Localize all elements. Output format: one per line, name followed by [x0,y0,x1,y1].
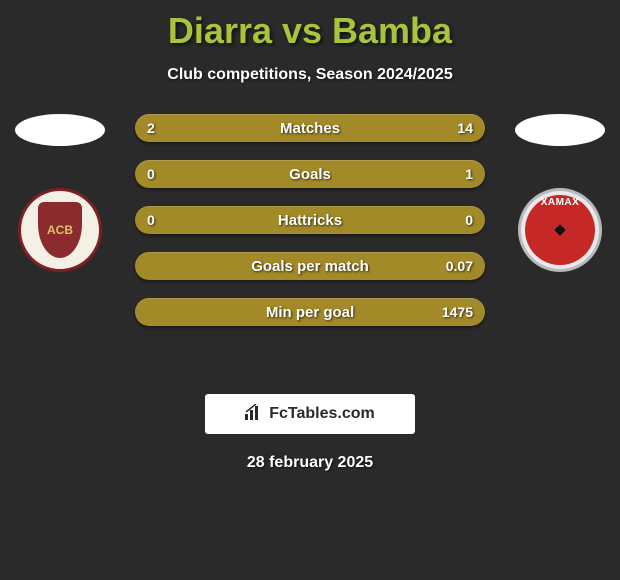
stat-right-value: 0 [465,212,473,228]
stat-label: Matches [280,120,340,137]
page-subtitle: Club competitions, Season 2024/2025 [0,66,620,84]
stat-row-hattricks: 0 Hattricks 0 [135,206,485,234]
stat-label: Min per goal [266,304,354,321]
stat-label: Hattricks [278,212,342,229]
club-badge-right-label: XAMAX [521,197,599,208]
brand-box[interactable]: FcTables.com [205,394,415,434]
page-title: Diarra vs Bamba [0,0,620,52]
stats-area: ACB XAMAX 2 Matches 14 0 Goals 1 0 Hattr… [0,114,620,374]
stat-left-value: 2 [147,120,155,136]
player-right-slot: XAMAX [510,114,610,272]
stat-row-min-per-goal: Min per goal 1475 [135,298,485,326]
bar-chart-icon [245,404,263,425]
player-left-slot: ACB [10,114,110,272]
club-badge-right-icon: XAMAX [518,188,602,272]
date-label: 28 february 2025 [0,454,620,472]
club-badge-left-label: ACB [38,202,82,258]
player-left-placeholder-icon [15,114,105,146]
stat-label: Goals per match [251,258,369,275]
stat-label: Goals [289,166,331,183]
stat-right-value: 0.07 [446,258,473,274]
stat-left-value: 0 [147,212,155,228]
club-badge-left-icon: ACB [18,188,102,272]
player-right-placeholder-icon [515,114,605,146]
stat-row-goals: 0 Goals 1 [135,160,485,188]
stat-row-goals-per-match: Goals per match 0.07 [135,252,485,280]
stat-bars: 2 Matches 14 0 Goals 1 0 Hattricks 0 Goa… [135,114,485,326]
stat-right-value: 1 [465,166,473,182]
stat-right-value: 14 [457,120,473,136]
brand-label: FcTables.com [269,405,375,423]
stat-row-matches: 2 Matches 14 [135,114,485,142]
stat-left-value: 0 [147,166,155,182]
stat-right-value: 1475 [442,304,473,320]
